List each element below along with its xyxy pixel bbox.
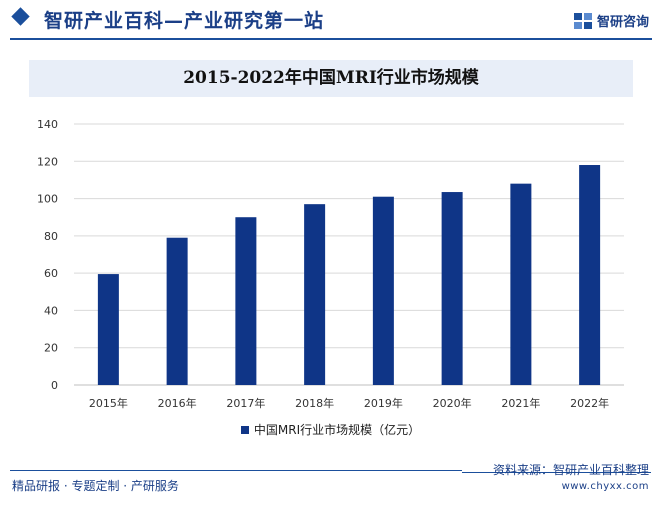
y-tick-label: 60 bbox=[44, 267, 58, 280]
legend: 中国MRI行业市场规模（亿元） bbox=[0, 421, 661, 438]
footer-divider-right bbox=[462, 472, 651, 473]
bar bbox=[166, 237, 188, 385]
x-tick-label: 2022年 bbox=[570, 396, 609, 410]
y-tick-label: 140 bbox=[37, 118, 58, 131]
bar bbox=[235, 217, 257, 385]
x-tick-label: 2019年 bbox=[364, 396, 403, 410]
x-tick-label: 2017年 bbox=[226, 396, 265, 410]
header: 智研产业百科—产业研究第一站 智研咨询 bbox=[0, 0, 661, 42]
bar bbox=[441, 192, 463, 385]
bar bbox=[97, 274, 119, 385]
header-divider bbox=[10, 38, 652, 40]
x-tick-label: 2016年 bbox=[158, 396, 197, 410]
y-tick-label: 40 bbox=[44, 304, 58, 317]
y-tick-label: 20 bbox=[44, 342, 58, 355]
bar bbox=[372, 196, 394, 385]
bar-chart: 0 20 40 60 80 100 120 140 2015年 2016年 2017年 2018年 20… bbox=[37, 118, 624, 410]
brand-name: 智研咨询 bbox=[596, 15, 649, 30]
footer-url: www.chyxx.com bbox=[561, 481, 649, 492]
chart-title-bar: 2015-2022年中国MRI行业市场规模 bbox=[29, 60, 633, 97]
legend-label: 中国MRI行业市场规模（亿元） bbox=[253, 423, 421, 437]
x-tick-label: 2020年 bbox=[433, 396, 472, 410]
chart-title: 2015-2022年中国MRI行业市场规模 bbox=[183, 68, 479, 88]
y-tick-label: 0 bbox=[51, 379, 58, 392]
legend-swatch bbox=[240, 425, 249, 434]
y-tick-label: 120 bbox=[37, 155, 58, 168]
bar bbox=[304, 204, 326, 385]
x-tick-label: 2021年 bbox=[501, 396, 540, 410]
y-tick-label: 100 bbox=[37, 193, 58, 206]
bar bbox=[579, 165, 601, 385]
brand: 智研咨询 bbox=[573, 11, 649, 30]
bar bbox=[510, 183, 532, 385]
source-note: 资料来源：智研产业百科整理 bbox=[492, 463, 649, 477]
page-title: 智研产业百科—产业研究第一站 bbox=[44, 10, 325, 32]
footer-divider-left bbox=[10, 470, 462, 471]
brand-logo-icon bbox=[573, 12, 592, 29]
y-tick-label: 80 bbox=[44, 230, 58, 243]
x-tick-label: 2015年 bbox=[89, 396, 128, 410]
x-tick-label: 2018年 bbox=[295, 396, 334, 410]
footer-slogan: 精品研报 · 专题定制 · 产研服务 bbox=[12, 479, 179, 493]
